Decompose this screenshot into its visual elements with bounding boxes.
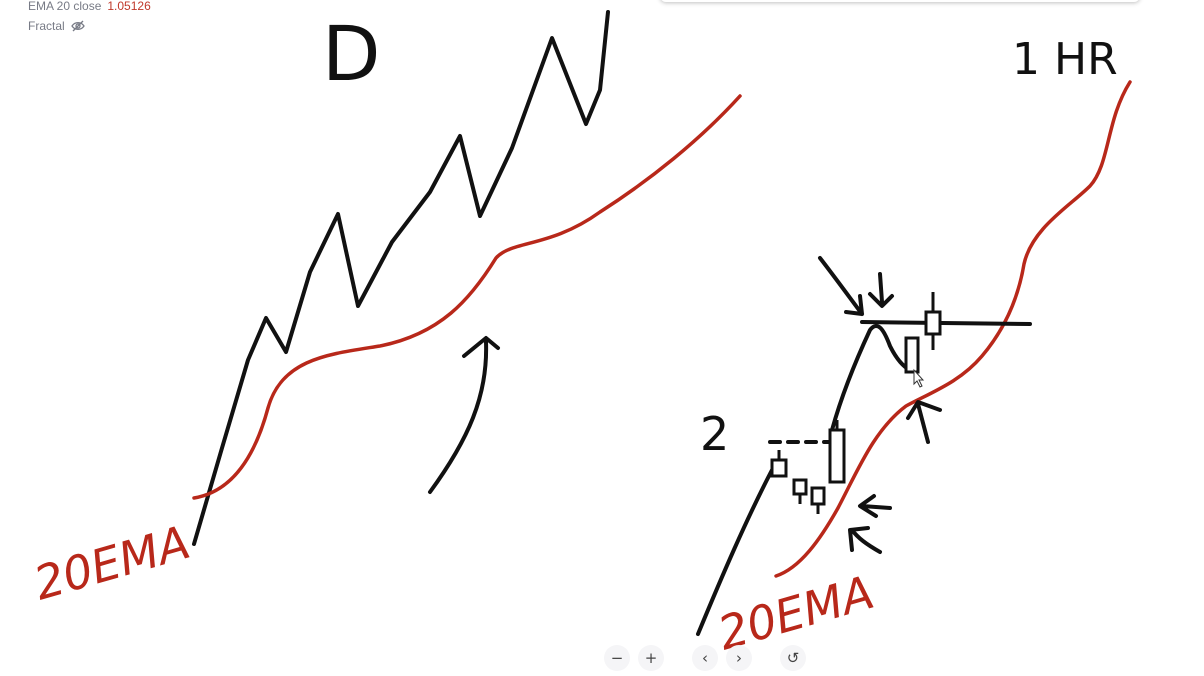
zoom-out-button[interactable]: −	[604, 645, 630, 671]
plus-icon: +	[644, 649, 658, 667]
fractal-legend-label: Fractal	[28, 19, 65, 33]
chevron-right-icon: ›	[736, 649, 742, 667]
chevron-left-icon: ‹	[702, 649, 708, 667]
candle-1	[770, 458, 788, 478]
candle-2	[792, 478, 808, 496]
support-left-arrow	[858, 494, 892, 518]
top-down-arrow	[868, 272, 894, 308]
hourly-timeframe-label: 1 HR	[1012, 34, 1118, 85]
indicator-legend: EMA 20 close 1.05126 Fractal	[28, 0, 151, 36]
support-diagonal-arrow	[848, 526, 882, 554]
scroll-right-button[interactable]: ›	[726, 645, 752, 671]
pointer-cursor-icon	[913, 368, 925, 388]
hourly-candles	[770, 292, 942, 514]
hourly-ema-line	[774, 80, 1132, 578]
eye-off-icon[interactable]	[70, 20, 85, 32]
support-up-arrow	[906, 400, 942, 444]
daily-timeframe-label: D	[322, 9, 381, 98]
daily-price-zigzag	[192, 10, 610, 546]
candle-5	[904, 336, 920, 374]
top-diagonal-arrow	[818, 256, 864, 316]
candle-3	[810, 486, 826, 506]
minus-icon: −	[610, 649, 624, 667]
fractal-legend-row[interactable]: Fractal	[28, 16, 151, 36]
scroll-left-button[interactable]: ‹	[692, 645, 718, 671]
reset-icon: ↺	[786, 649, 800, 667]
reset-chart-button[interactable]: ↺	[780, 645, 806, 671]
chart-toolbar: − + ‹ › ↺	[604, 644, 806, 672]
hourly-price-path	[696, 324, 912, 636]
daily-up-arrow	[428, 336, 500, 494]
ema-legend-row[interactable]: EMA 20 close 1.05126	[28, 0, 151, 16]
ema-legend-label: EMA 20 close	[28, 0, 102, 13]
count-label: 2	[700, 407, 729, 461]
candle-6	[924, 310, 942, 336]
candle-4	[828, 428, 846, 484]
top-panel-edge	[660, 0, 1140, 2]
resistance-line	[860, 320, 1032, 326]
daily-ema-label: 20EMA	[28, 515, 195, 611]
daily-ema-line	[192, 94, 742, 500]
ema-legend-value: 1.05126	[107, 0, 151, 13]
zoom-in-button[interactable]: +	[638, 645, 664, 671]
